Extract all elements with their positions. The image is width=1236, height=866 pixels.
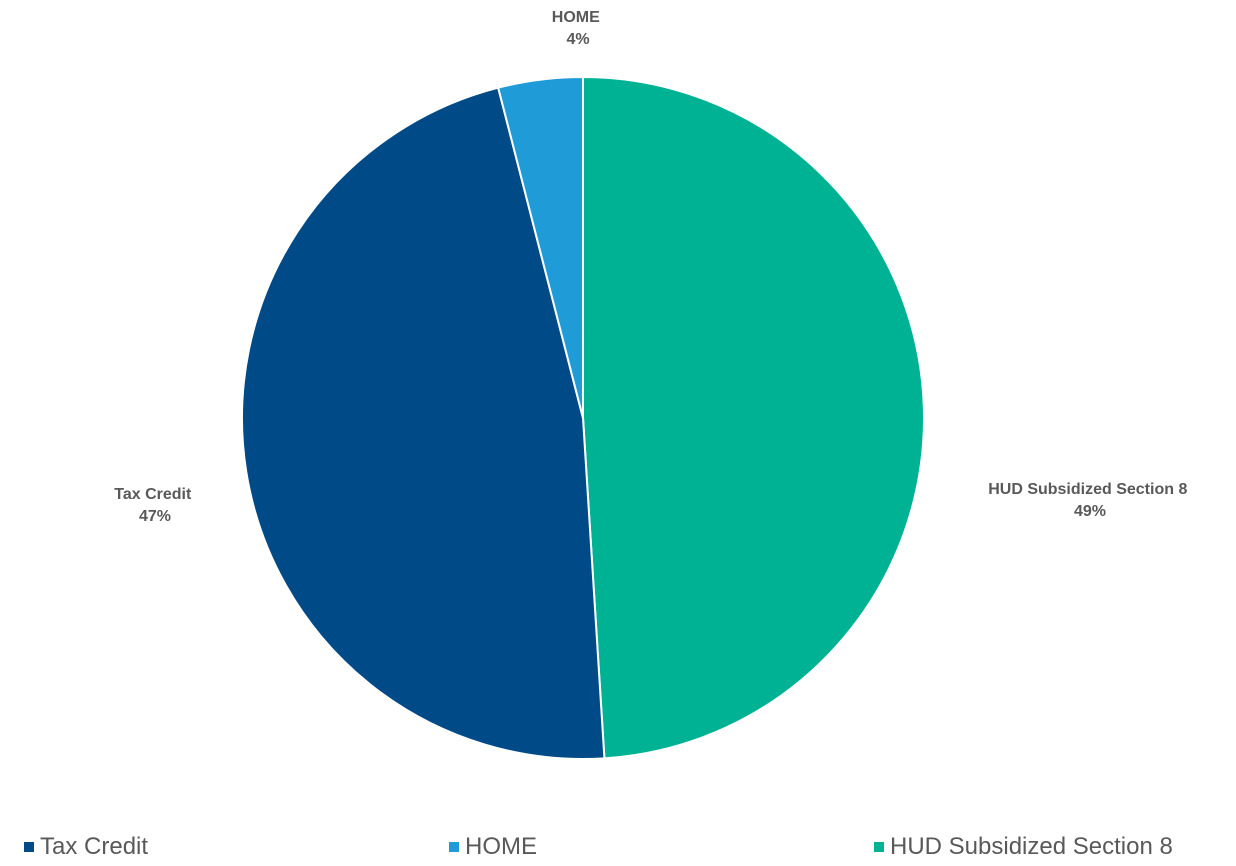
chart-legend: Tax Credit HOME HUD Subsidized Section 8: [0, 833, 1236, 866]
data-label-home: HOME 4%: [552, 9, 604, 48]
data-label-tax-credit: Tax Credit 47%: [114, 486, 196, 525]
pie-slice-home: [496, 75, 584, 419]
data-label-home-name: HOME: [552, 9, 600, 26]
pie-slice-hud-subsidized-section-8: [582, 75, 925, 760]
data-label-tax-credit-name: Tax Credit: [114, 486, 192, 503]
pie-data-labels: Tax Credit 47% HOME 4% HUD Subsidized Se…: [114, 9, 1192, 525]
data-label-hud-section-8-value: 49%: [1074, 503, 1106, 520]
legend-swatch-hud-section-8: [874, 842, 884, 852]
pie-slice-tax-credit: [241, 86, 606, 760]
legend-swatch-home: [449, 842, 459, 852]
legend-item-tax-credit: Tax Credit: [24, 833, 148, 861]
pie-slices: [241, 75, 925, 760]
data-label-hud-section-8: HUD Subsidized Section 8 49%: [988, 481, 1192, 520]
legend-label-hud-section-8: HUD Subsidized Section 8: [890, 833, 1173, 860]
legend-label-tax-credit: Tax Credit: [40, 833, 149, 860]
data-label-home-value: 4%: [566, 31, 589, 48]
legend-label-home: HOME: [465, 833, 537, 860]
data-label-hud-section-8-name: HUD Subsidized Section 8: [988, 481, 1187, 498]
data-label-tax-credit-value: 47%: [139, 508, 171, 525]
legend-swatch-tax-credit: [24, 842, 34, 852]
legend-item-home: HOME: [449, 833, 537, 861]
legend-item-hud-section-8: HUD Subsidized Section 8: [874, 833, 1173, 861]
